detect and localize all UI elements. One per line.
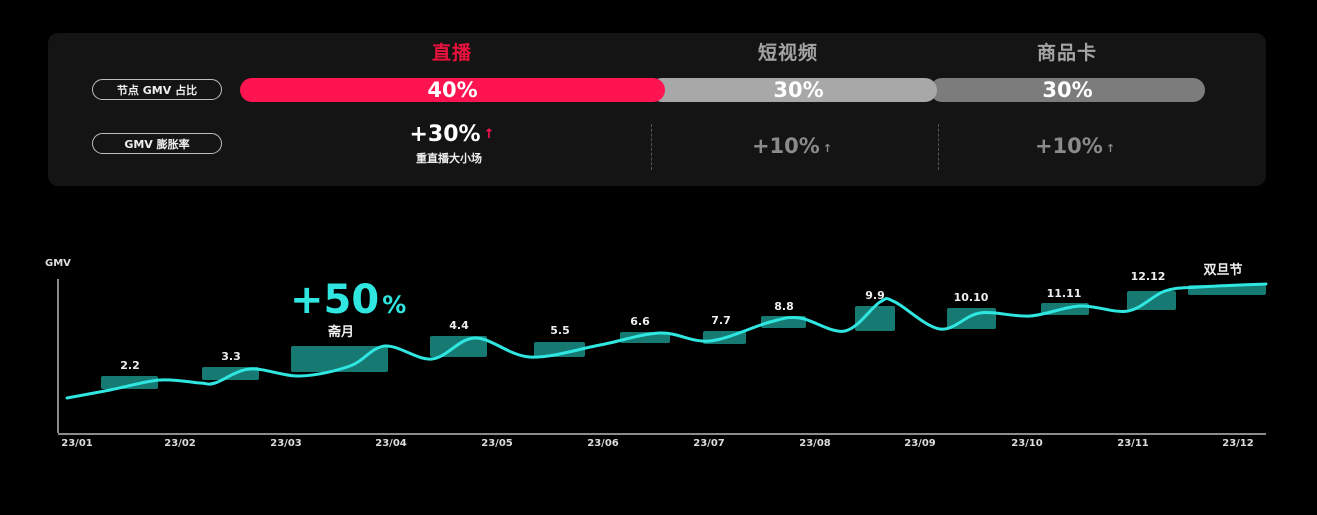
event-label: 5.5 (550, 324, 570, 337)
event-box (1127, 291, 1176, 310)
event-label: 8.8 (774, 300, 794, 313)
arrow-up-icon: ↑ (822, 141, 833, 155)
share-value-product-card: 30% (1042, 78, 1093, 102)
event-label: 斋月 (327, 324, 354, 340)
growth-value-livestream: +30% (409, 122, 481, 147)
x-tick-label: 23/07 (693, 438, 725, 449)
growth-livestream: +30% ↑ (410, 122, 495, 147)
share-value-short-video: 30% (773, 78, 824, 102)
arrow-up-icon: ↑ (1105, 141, 1116, 155)
x-tick-label: 23/05 (481, 438, 513, 449)
event-box (620, 332, 670, 343)
chart-axes: GMV 23/01 23/02 23/03 23/04 23/05 23/06 23/07 23… (45, 258, 1266, 449)
x-tick-label: 23/11 (1117, 438, 1149, 449)
event-labels: 2.2 3.3 斋月 4.4 5.5 6.6 7.7 8.8 9.9 10.10 11.11 12.1… (120, 262, 1242, 372)
row-label-gmv-share: 节点 GMV 占比 (92, 79, 222, 100)
growth-highlight: +50% (290, 277, 406, 323)
column-divider (651, 124, 652, 170)
channel-summary-panel (48, 33, 1266, 186)
column-header-short-video: 短视频 (757, 42, 819, 64)
growth-short-video: +10% ↑ (752, 134, 832, 158)
gmv-share-bar: 30% 30% 40% (240, 78, 1205, 102)
x-tick-label: 23/03 (270, 438, 302, 449)
share-segment-short-video: 30% (650, 78, 937, 102)
arrow-up-icon: ↑ (483, 127, 495, 142)
x-tick-label: 23/08 (799, 438, 831, 449)
column-divider (938, 124, 939, 170)
event-box (855, 306, 895, 331)
growth-value-short-video: +10% (751, 134, 820, 158)
growth-product-card: +10% ↑ (1035, 134, 1115, 158)
event-box (534, 342, 585, 357)
x-tick-label: 23/06 (587, 438, 619, 449)
event-label: 12.12 (1131, 270, 1166, 283)
event-box (101, 376, 158, 389)
x-tick-label: 23/09 (904, 438, 936, 449)
event-label: 2.2 (120, 359, 140, 372)
event-label: 9.9 (865, 289, 885, 302)
share-value-livestream: 40% (427, 78, 478, 102)
share-segment-livestream: 40% (240, 78, 665, 102)
event-label: 10.10 (954, 291, 989, 304)
gmv-line (65, 282, 1268, 400)
growth-note-livestream: 重直播大小场 (416, 152, 482, 165)
event-box (430, 336, 487, 357)
x-tick-label: 23/12 (1222, 438, 1254, 449)
share-segment-product-card: 30% (930, 78, 1205, 102)
column-header-livestream: 直播 (431, 42, 473, 64)
column-header-product-card: 商品卡 (1036, 42, 1098, 64)
x-tick-label: 23/10 (1011, 438, 1043, 449)
x-tick-label: 23/04 (375, 438, 407, 449)
event-label: 6.6 (630, 315, 650, 328)
event-label: 4.4 (449, 319, 469, 332)
event-label: 11.11 (1047, 287, 1082, 300)
event-label: 7.7 (711, 314, 731, 327)
row-label-gmv-growth: GMV 膨胀率 (92, 133, 222, 154)
event-label: 3.3 (221, 350, 241, 363)
y-axis-label: GMV (45, 258, 71, 269)
x-tick-label: 23/02 (164, 438, 196, 449)
event-box (291, 346, 388, 372)
x-tick-label: 23/01 (61, 438, 93, 449)
growth-value-product-card: +10% (1034, 134, 1103, 158)
event-label: 双旦节 (1203, 262, 1242, 278)
